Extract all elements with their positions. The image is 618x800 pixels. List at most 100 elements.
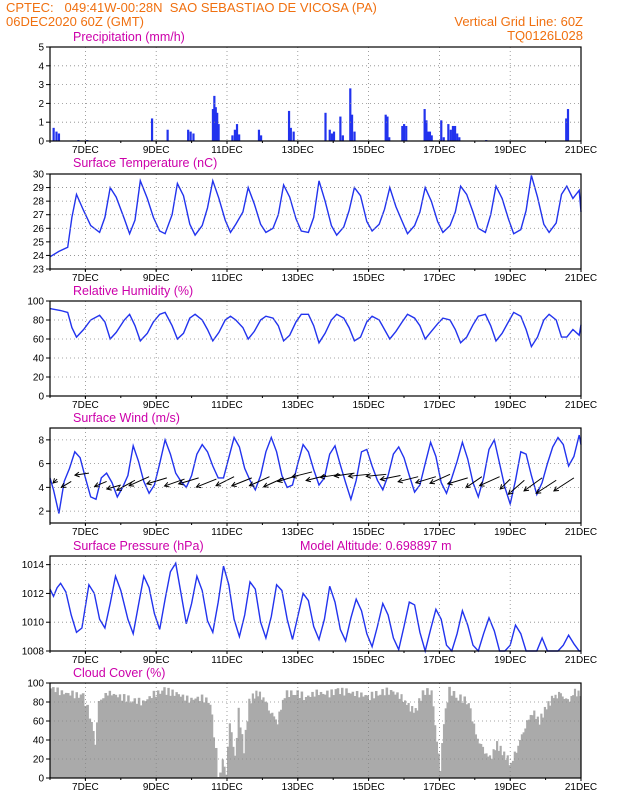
wind-arrowhead [333,472,340,479]
wind-vector [106,484,121,490]
cloud-bar [165,694,168,778]
x-tick-label: 19DEC [494,273,526,284]
wind-vector [128,476,150,487]
wind-arrowhead [145,479,152,486]
cloud-bar [207,702,210,778]
cloud-bar [416,710,419,778]
precip-bar [456,133,459,141]
precip-bar [428,131,432,141]
cloud-bar [133,698,137,778]
cloud-bar [334,689,338,778]
cloud-bar [152,690,156,778]
y-tick-label: 1014 [22,560,45,571]
cloud-bar [287,697,291,778]
x-tick-label: 19DEC [494,655,526,666]
y-tick-label: 2 [38,99,44,110]
cloud-bar [391,691,395,778]
cloud-bar [311,691,314,778]
cloud-bar [62,694,66,778]
y-tick-label: 8 [38,435,44,446]
x-tick-label: 13DEC [282,655,314,666]
cloud-bar [237,707,240,778]
cloud-bar [313,696,316,778]
cloud-bar [469,708,472,778]
cloud-bar [404,700,407,778]
y-tick-label: 60 [33,335,45,346]
wind-arrowhead [215,481,222,487]
wind-vector [429,473,451,484]
cloud-bar [372,698,376,778]
cloud-bar [230,732,233,778]
y-tick-label: 1012 [22,589,45,600]
cloud-bar [271,712,274,778]
wind-vector [146,477,167,485]
x-tick-label: 21DEC [565,782,597,793]
x-tick-label: 17DEC [423,527,455,538]
cloud-bar [519,739,522,778]
model-id: TQ0126L028 [507,28,583,43]
cloud-bar [381,689,384,778]
cloud-bar [239,727,242,778]
cloud-bar [66,693,70,778]
cloud-bar [330,689,333,778]
y-tick-label: 4 [38,483,44,494]
cloud-bar [494,750,497,778]
cloud-bar [110,695,114,778]
cloud-bar [296,690,299,778]
cloud-bar [529,714,532,778]
cloud-bar [488,755,492,778]
cloud-bar [383,695,386,778]
cloud-bar [421,690,425,778]
precip-bar [257,129,261,141]
cloud-bar [307,695,310,778]
cloud-bar [471,721,474,778]
cloud-bar [81,693,85,778]
cloud-bar [338,694,342,778]
series-line [49,434,582,514]
series-line [49,561,581,654]
panel-title: Surface Wind (m/s) [73,411,180,425]
cloud-bar [559,693,562,778]
wind-vector [178,477,199,485]
wind-vector [465,476,483,489]
x-tick-label: 21DEC [565,527,597,538]
x-tick-label: 15DEC [352,400,384,411]
wind-vector [305,475,327,481]
precip-bar [353,131,356,141]
cloud-bar [389,690,393,778]
x-tick-label: 15DEC [352,782,384,793]
cloud-bar [452,691,456,778]
cloud-bar [326,690,329,778]
cloud-bar [349,693,353,778]
precip-bar [350,114,354,141]
wind-vector [523,477,543,492]
precip-bar [447,124,450,141]
wind-vector [196,478,217,488]
cloud-bar [572,695,575,778]
cloud-bar [554,694,557,778]
precip-bar [231,135,234,141]
cloud-bar [232,746,235,778]
cloud-bar [536,716,539,778]
wind-arrowhead [163,482,170,488]
x-tick-label: 11DEC [211,273,243,284]
cloud-bar [340,687,344,778]
cloud-bar [257,696,260,778]
cloud-bar [118,694,122,778]
x-tick-label: 17DEC [423,273,455,284]
cloud-bar [317,695,321,778]
wind-arrowhead [535,488,542,494]
cloud-bar [321,693,325,778]
cloud-bar [561,696,564,778]
x-tick-label: 15DEC [352,145,384,156]
cloud-bar [248,698,251,778]
precip-bar [405,125,408,141]
cloud-bar [221,759,224,778]
cloud-bar [211,714,214,778]
wind-arrowhead [52,478,59,484]
wind-arrowhead [195,482,202,489]
wind-vector [348,473,369,477]
cloud-bar [190,697,193,778]
cloud-bar [196,696,200,778]
